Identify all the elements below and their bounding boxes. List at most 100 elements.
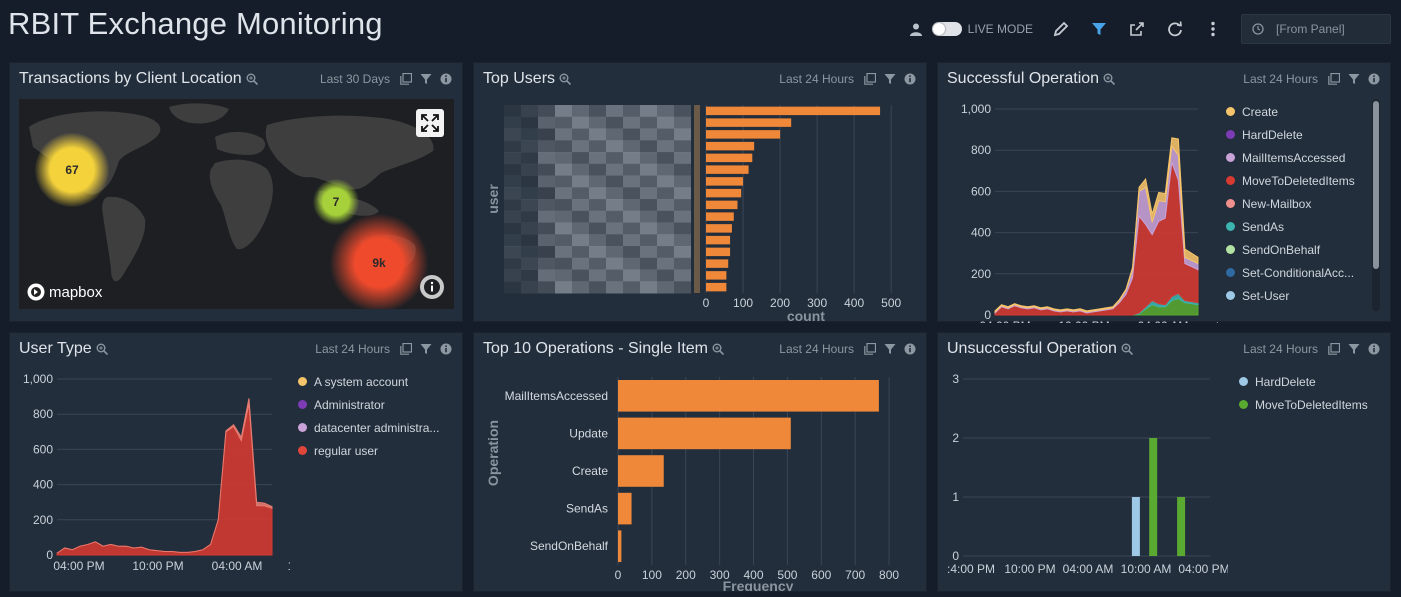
zoom-icon[interactable] xyxy=(96,343,108,355)
bar xyxy=(706,141,755,151)
x-tick-label: 0 xyxy=(615,568,622,582)
legend-item[interactable]: MoveToDeletedItems xyxy=(1226,169,1355,192)
panel-filter-icon[interactable] xyxy=(420,343,432,355)
legend-item[interactable]: HardDelete xyxy=(1239,370,1368,393)
bar xyxy=(706,224,732,233)
legend-item[interactable]: datacenter administra... xyxy=(298,416,439,439)
panel-filter-icon[interactable] xyxy=(884,343,896,355)
y-tick-label: 1,000 xyxy=(961,102,991,116)
redacted-label-block xyxy=(504,128,521,141)
redacted-label-block xyxy=(623,175,640,188)
panel-time-range[interactable]: Last 30 Days xyxy=(319,72,390,86)
legend-item[interactable]: Administrator xyxy=(298,393,439,416)
y-tick-label: SendAs xyxy=(566,502,608,516)
legend-item[interactable]: regular user xyxy=(298,439,439,462)
y-axis-label: user xyxy=(485,184,501,214)
legend-item[interactable]: Set-User xyxy=(1226,284,1355,307)
unsuccessful-operation-chart: 0 1 2 3:4:00 PM 10:00 PM 04:00 AM 10:00 AM 04:0… xyxy=(947,372,1228,576)
panel-details-icon[interactable] xyxy=(400,73,412,85)
panel-details-icon[interactable] xyxy=(864,73,876,85)
legend-scrollbar[interactable] xyxy=(1372,99,1380,311)
panel-filter-icon[interactable] xyxy=(420,73,432,85)
legend-item[interactable]: SendAs xyxy=(1226,215,1355,238)
bar xyxy=(706,153,753,163)
redacted-label-block xyxy=(674,175,691,188)
more-options-icon[interactable] xyxy=(1203,19,1223,39)
panel-filter-icon[interactable] xyxy=(884,73,896,85)
info-icon[interactable] xyxy=(440,73,452,85)
info-icon[interactable] xyxy=(440,343,452,355)
zoom-icon[interactable] xyxy=(1103,73,1116,85)
legend-label: SendAs xyxy=(1242,219,1285,234)
filter-icon[interactable] xyxy=(1089,19,1109,39)
legend-item[interactable]: Create xyxy=(1226,100,1355,123)
legend-item[interactable]: New-Mailbox xyxy=(1226,192,1355,215)
bar xyxy=(1177,497,1186,556)
redacted-label-block xyxy=(674,187,691,200)
redacted-label-block xyxy=(589,105,606,118)
share-icon[interactable] xyxy=(1127,19,1147,39)
scrollbar-thumb[interactable] xyxy=(1373,101,1379,269)
live-mode-toggle[interactable]: LIVE MODE xyxy=(909,22,1033,36)
panel-details-icon[interactable] xyxy=(1328,73,1340,85)
cluster-marker-7[interactable]: 7 xyxy=(313,179,359,225)
redacted-label-block xyxy=(623,163,640,176)
panel-details-icon[interactable] xyxy=(400,343,412,355)
legend-label: HardDelete xyxy=(1242,127,1303,142)
redacted-label-block xyxy=(589,281,606,294)
time-range-value: [From Panel] xyxy=(1276,22,1345,36)
panel-details-icon[interactable] xyxy=(1328,343,1340,355)
legend-item[interactable]: A system account xyxy=(298,370,439,393)
redacted-label-block xyxy=(606,175,623,188)
edit-icon[interactable] xyxy=(1051,19,1071,39)
panel-filter-icon[interactable] xyxy=(1348,73,1360,85)
redacted-label-block xyxy=(572,175,589,188)
info-icon[interactable] xyxy=(904,73,916,85)
legend-item[interactable]: SendOnBehalf xyxy=(1226,238,1355,261)
panel-details-icon[interactable] xyxy=(864,343,876,355)
redacted-label-block xyxy=(674,105,691,118)
panel-successful-operation: Successful Operation Last 24 Hours 0 200 4… xyxy=(937,62,1391,323)
zoom-icon[interactable] xyxy=(559,73,572,85)
cluster-marker-67[interactable]: 67 xyxy=(35,133,109,207)
legend-dot xyxy=(298,423,307,432)
refresh-icon[interactable] xyxy=(1165,19,1185,39)
time-range-selector[interactable]: [From Panel] xyxy=(1241,14,1391,44)
legend-item[interactable]: MoveToDeletedItems xyxy=(1239,393,1368,416)
x-tick-label: 800 xyxy=(879,568,899,582)
zoom-icon[interactable] xyxy=(712,343,725,355)
redacted-label-block xyxy=(504,222,521,235)
panel-user-type: User Type Last 24 Hours 0 200 400 600 800 1,0… xyxy=(9,332,463,592)
redacted-label-block xyxy=(521,152,538,165)
panel-time-range[interactable]: Last 24 Hours xyxy=(1243,342,1318,356)
redacted-label-block xyxy=(640,234,657,247)
toggle-switch[interactable] xyxy=(931,22,962,36)
redacted-label-block xyxy=(623,128,640,141)
panel-filter-icon[interactable] xyxy=(1348,343,1360,355)
legend-label: MoveToDeletedItems xyxy=(1255,397,1368,412)
panel-time-range[interactable]: Last 24 Hours xyxy=(315,342,390,356)
zoom-icon[interactable] xyxy=(1121,343,1133,355)
redacted-label-block xyxy=(606,152,623,165)
info-icon[interactable] xyxy=(1368,343,1380,355)
legend-item[interactable]: MailItemsAccessed xyxy=(1226,146,1355,169)
info-icon[interactable] xyxy=(904,343,916,355)
info-icon[interactable] xyxy=(1368,73,1380,85)
bar xyxy=(706,271,727,280)
world-map[interactable]: 67 7 9k mapbox xyxy=(19,99,454,309)
redacted-label-block xyxy=(572,105,589,118)
zoom-icon[interactable] xyxy=(246,73,258,85)
redacted-label-block xyxy=(640,269,657,282)
panel-time-range[interactable]: Last 24 Hours xyxy=(779,72,854,86)
legend-label: regular user xyxy=(314,443,379,458)
legend-item[interactable]: HardDelete xyxy=(1226,123,1355,146)
panel-time-range[interactable]: Last 24 Hours xyxy=(779,342,854,356)
cluster-marker-9k[interactable]: 9k xyxy=(329,213,429,309)
legend-item[interactable]: Set-ConditionalAcc... xyxy=(1226,261,1355,284)
fullscreen-button[interactable] xyxy=(416,109,444,137)
panel-time-range[interactable]: Last 24 Hours xyxy=(1243,72,1318,86)
redacted-label-block xyxy=(657,269,674,282)
cluster-label: 7 xyxy=(332,195,340,209)
map-info-button[interactable] xyxy=(420,275,444,299)
x-tick-label: 04:00 PM xyxy=(979,319,1030,323)
